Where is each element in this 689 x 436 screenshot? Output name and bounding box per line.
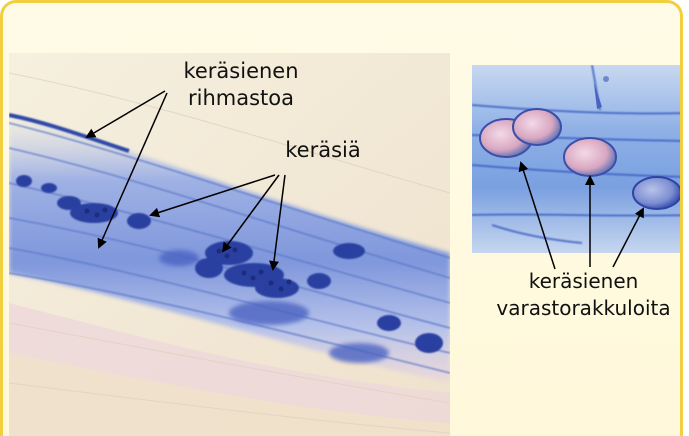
arrow-vesicle-1 xyxy=(518,161,556,270)
label-hyphae-line-1: keräsienen xyxy=(183,59,299,83)
arrow-vesicle-3 xyxy=(612,207,644,268)
label-arbuscules: keräsiä xyxy=(268,137,378,164)
arrow-hyphae-lower xyxy=(97,92,168,249)
vesicle-micrograph-image xyxy=(472,65,680,253)
arrow-hyphae-upper xyxy=(85,90,166,139)
arrow-arbuscule-3 xyxy=(269,174,286,271)
vesicle-micrograph-right xyxy=(472,65,680,253)
label-vesicles-line-1: keräsienen xyxy=(528,269,639,293)
annotation-arrows xyxy=(85,90,644,271)
label-vesicles-line-2: varastorakkuloita xyxy=(496,296,671,320)
arrow-arbuscule-2 xyxy=(221,174,280,253)
label-hyphae-line-2: rihmastoa xyxy=(188,86,294,110)
label-fungal-hyphae: keräsienen rihmastoa xyxy=(166,58,316,112)
arrow-arbuscule-1 xyxy=(149,174,276,218)
label-storage-vesicles: keräsienen varastorakkuloita xyxy=(481,268,680,322)
label-arbuscules-line-1: keräsiä xyxy=(285,138,361,162)
